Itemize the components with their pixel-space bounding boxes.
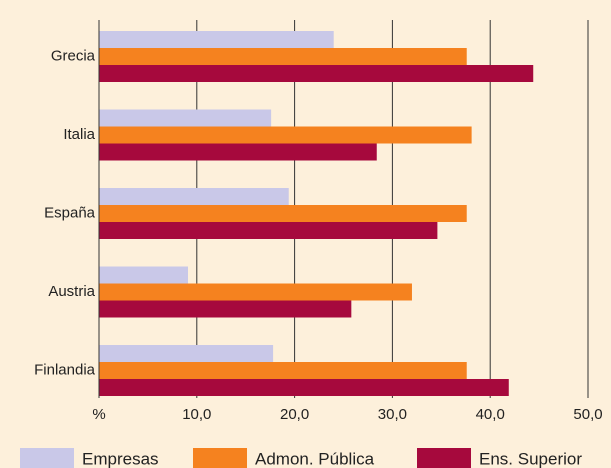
- bar: [99, 300, 352, 318]
- y-tick-label: Italia: [63, 126, 95, 143]
- bar: [99, 222, 438, 239]
- bar: [99, 379, 509, 396]
- bar: [99, 188, 289, 205]
- x-tick-label: 20,0: [280, 406, 309, 423]
- bar: [99, 143, 377, 161]
- bar: [99, 126, 472, 144]
- y-tick-label: España: [44, 204, 96, 221]
- bar: [99, 48, 467, 65]
- x-tick-label: 50,0: [573, 406, 602, 423]
- bar: [99, 205, 467, 222]
- legend-label: Empresas: [82, 449, 159, 468]
- bar: [99, 345, 274, 362]
- y-tick-label: Austria: [48, 283, 95, 300]
- x-tick-label: %: [92, 406, 105, 423]
- legend-swatch: [417, 448, 471, 468]
- y-tick-label: Grecia: [51, 47, 96, 64]
- x-tick-label: 30,0: [378, 406, 407, 423]
- bar: [99, 109, 272, 127]
- bar: [99, 266, 188, 284]
- bar: [99, 65, 534, 82]
- legend-swatch: [20, 448, 74, 468]
- legend-swatch: [193, 448, 247, 468]
- x-tick-label: 40,0: [476, 406, 505, 423]
- x-tick-label: 10,0: [182, 406, 211, 423]
- bar: [99, 283, 412, 301]
- legend-label: Admon. Pública: [255, 449, 375, 468]
- y-tick-label: Finlandia: [34, 361, 96, 378]
- bar: [99, 31, 334, 48]
- bar: [99, 362, 467, 379]
- legend-label: Ens. Superior: [479, 449, 582, 468]
